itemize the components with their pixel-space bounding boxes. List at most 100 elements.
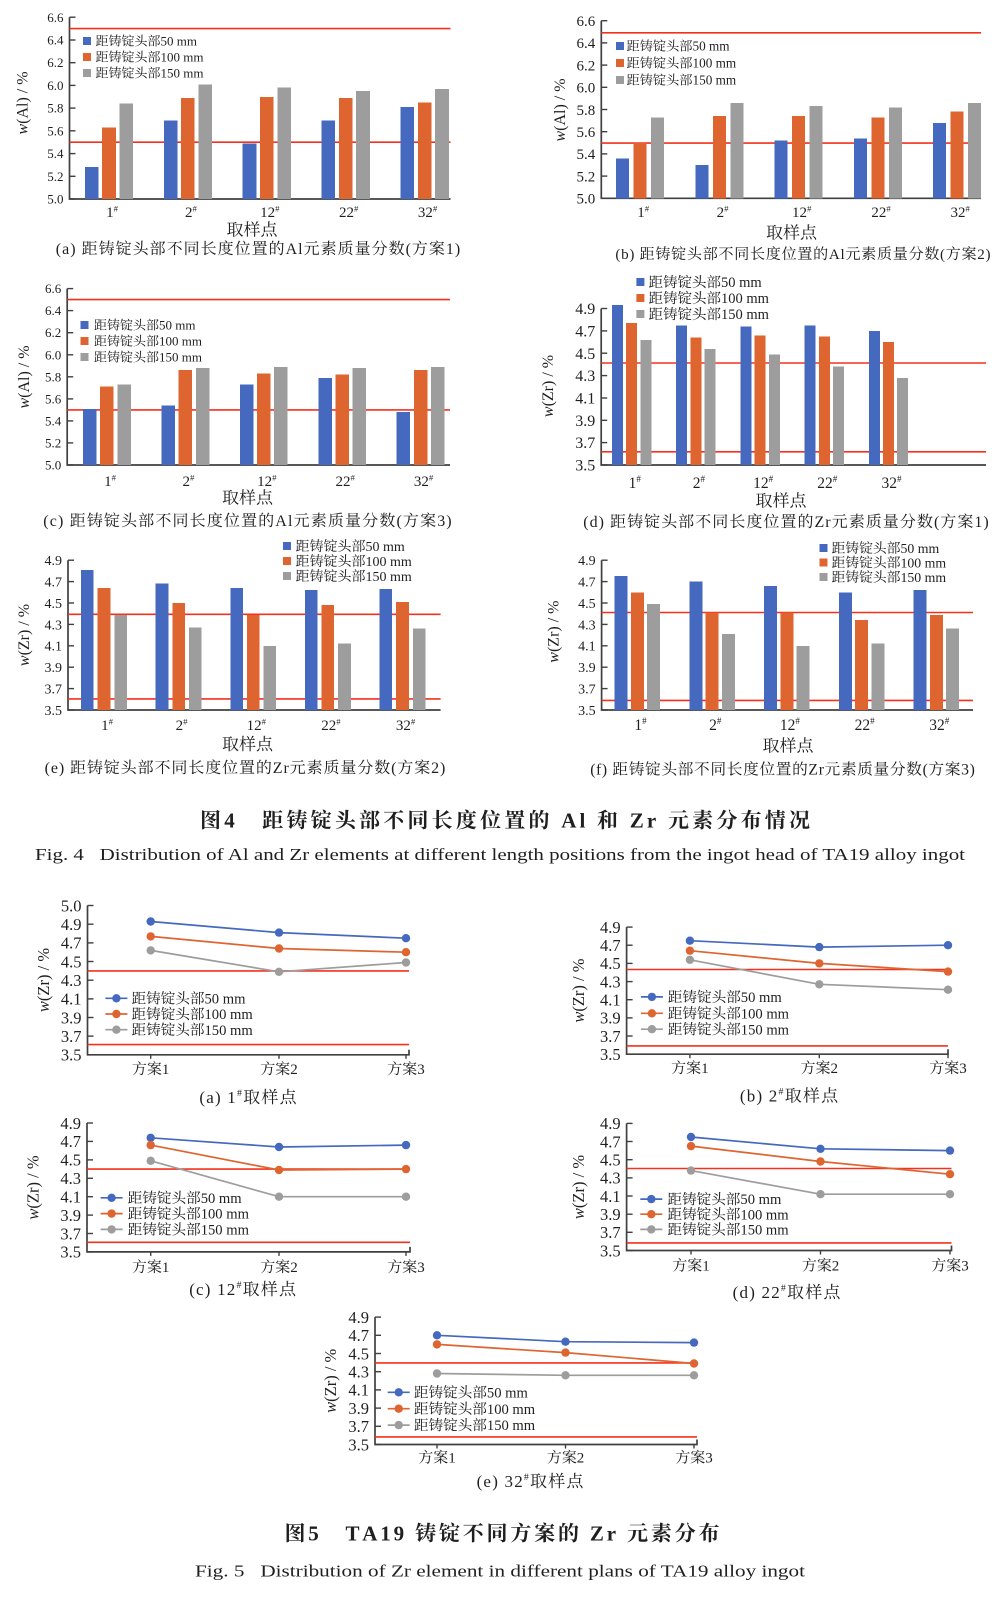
svg-text:): ) <box>59 760 64 777</box>
svg-text:4.5: 4.5 <box>60 1151 81 1170</box>
svg-text:50 mm: 50 mm <box>159 318 195 333</box>
svg-text:4.3: 4.3 <box>60 1169 81 1188</box>
svg-text:(: ( <box>43 513 48 530</box>
svg-text:2: 2 <box>290 1260 298 1276</box>
svg-text:100 mm: 100 mm <box>740 1207 789 1223</box>
svg-text:6.0: 6.0 <box>47 78 63 93</box>
svg-text:32#: 32# <box>929 716 950 734</box>
svg-text:): ) <box>983 514 988 531</box>
svg-text:r: r <box>284 760 290 777</box>
svg-text:12#: 12# <box>792 203 812 221</box>
svg-text:Fig. 5 Distribution of Zr el: Fig. 5 Distribution of Zr element in dif… <box>195 1562 806 1581</box>
svg-text:Fig. 4 Distribution of Al an: Fig. 4 Distribution of Al and Zr element… <box>35 845 966 864</box>
svg-text:12#: 12# <box>753 474 774 492</box>
svg-text:6.0: 6.0 <box>45 347 61 362</box>
svg-text:5.8: 5.8 <box>577 103 596 119</box>
svg-text:4.3: 4.3 <box>578 618 596 633</box>
svg-text:4.5: 4.5 <box>600 954 621 973</box>
svg-text:6.4: 6.4 <box>577 36 596 52</box>
svg-text:): ) <box>970 762 975 779</box>
svg-text:2: 2 <box>514 1472 523 1491</box>
svg-text:4.3: 4.3 <box>600 972 621 991</box>
svg-text:3: 3 <box>959 1061 967 1077</box>
svg-text:3.7: 3.7 <box>45 683 63 698</box>
svg-text:3.7: 3.7 <box>61 1027 82 1046</box>
svg-text:3.9: 3.9 <box>600 1205 621 1224</box>
svg-text:(: ( <box>397 513 402 530</box>
svg-text:e: e <box>51 760 58 777</box>
svg-text:3.9: 3.9 <box>600 1009 621 1028</box>
svg-text:3: 3 <box>417 1260 425 1276</box>
svg-text:r: r <box>607 1522 616 1546</box>
svg-text:50 mm: 50 mm <box>740 1192 782 1208</box>
svg-text:): ) <box>749 1283 755 1302</box>
svg-text:4.9: 4.9 <box>575 301 595 318</box>
svg-text:4.9: 4.9 <box>60 1114 81 1133</box>
svg-text:5.2: 5.2 <box>577 169 596 185</box>
svg-text:w(Zr) / %: w(Zr) / % <box>569 1155 588 1219</box>
svg-text:(: ( <box>583 514 588 531</box>
svg-text:4.3: 4.3 <box>45 618 63 633</box>
svg-text:150 mm: 150 mm <box>901 570 947 585</box>
svg-text:22#: 22# <box>817 474 838 492</box>
svg-text:r: r <box>819 762 825 779</box>
svg-text:2: 2 <box>769 1087 778 1106</box>
svg-text:3.9: 3.9 <box>578 661 596 676</box>
svg-text:w(Al) / %: w(Al) / % <box>552 78 569 141</box>
svg-text:1: 1 <box>974 514 982 531</box>
svg-text:100 mm: 100 mm <box>205 1007 254 1023</box>
svg-text:Z: Z <box>808 762 818 779</box>
svg-text:4.1: 4.1 <box>575 391 595 408</box>
svg-text:4.1: 4.1 <box>61 990 82 1009</box>
svg-text:(: ( <box>740 1087 746 1106</box>
svg-text:6.6: 6.6 <box>577 14 596 30</box>
svg-text:3.9: 3.9 <box>45 661 63 676</box>
svg-text:6.2: 6.2 <box>47 55 63 70</box>
svg-text:3.5: 3.5 <box>61 1046 82 1065</box>
svg-text:): ) <box>986 247 991 263</box>
svg-text:4.5: 4.5 <box>600 1151 621 1170</box>
svg-text:2: 2 <box>762 1283 771 1302</box>
svg-text:100 mm: 100 mm <box>161 50 204 65</box>
svg-text:5.0: 5.0 <box>577 192 596 208</box>
svg-text:): ) <box>205 1280 211 1299</box>
svg-text:3: 3 <box>961 1259 969 1275</box>
svg-text:4.3: 4.3 <box>348 1363 369 1382</box>
svg-text:3.5: 3.5 <box>60 1243 81 1262</box>
svg-text:4.7: 4.7 <box>348 1326 369 1345</box>
svg-text:4.7: 4.7 <box>61 934 82 953</box>
svg-text:5.0: 5.0 <box>47 192 63 207</box>
svg-text:6.2: 6.2 <box>577 58 596 74</box>
svg-text:9: 9 <box>394 1522 405 1546</box>
svg-text:): ) <box>602 762 607 779</box>
svg-text:(: ( <box>477 1472 483 1491</box>
svg-text:2: 2 <box>771 1283 780 1302</box>
svg-text:(: ( <box>590 762 595 779</box>
svg-text:100 mm: 100 mm <box>201 1207 250 1223</box>
svg-text:3.5: 3.5 <box>575 458 595 475</box>
svg-text:4.9: 4.9 <box>348 1308 369 1327</box>
svg-text:#: # <box>237 1280 242 1291</box>
svg-text:12#: 12# <box>247 716 267 734</box>
svg-text:d: d <box>590 514 598 531</box>
svg-text:6.4: 6.4 <box>45 303 62 318</box>
svg-text:150 mm: 150 mm <box>740 1223 789 1239</box>
svg-text:22#: 22# <box>339 203 359 221</box>
svg-text:Z: Z <box>630 809 644 833</box>
svg-text:): ) <box>70 241 75 258</box>
svg-text:3.7: 3.7 <box>60 1224 81 1243</box>
svg-text:5.4: 5.4 <box>47 146 64 161</box>
svg-text:3.7: 3.7 <box>600 1223 621 1242</box>
svg-text:(: ( <box>45 760 50 777</box>
svg-text:w(Zr) / %: w(Zr) / % <box>546 600 563 662</box>
svg-text:3.5: 3.5 <box>578 704 596 719</box>
svg-text:4.3: 4.3 <box>600 1169 621 1188</box>
svg-text:): ) <box>455 241 460 258</box>
svg-text:2: 2 <box>431 760 439 777</box>
svg-text:4.1: 4.1 <box>578 640 596 655</box>
svg-text:5.6: 5.6 <box>47 123 64 138</box>
svg-text:22#: 22# <box>336 472 356 490</box>
svg-text:1: 1 <box>702 1259 710 1275</box>
svg-text:100 mm: 100 mm <box>366 555 412 570</box>
svg-text:4: 4 <box>224 809 235 833</box>
